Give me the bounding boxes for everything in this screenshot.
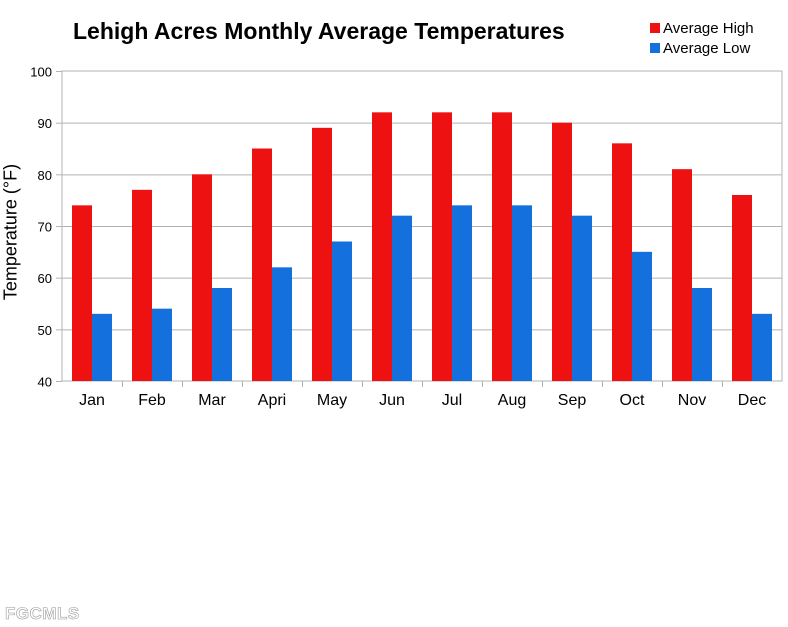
x-tick-label: Oct: [620, 392, 645, 409]
y-tick-label: 100: [30, 65, 52, 80]
bar-high: [432, 112, 452, 381]
bar-high: [72, 205, 92, 381]
legend-label-high: Average High: [663, 19, 754, 37]
bar-low: [92, 313, 112, 381]
bar-low: [452, 205, 472, 381]
bar-low: [572, 215, 592, 381]
legend-label-low: Average Low: [663, 39, 751, 57]
bar-high: [552, 122, 572, 382]
legend: Average High Average Low: [650, 18, 754, 58]
bar-high: [132, 189, 152, 381]
x-tick-label: Mar: [198, 392, 226, 409]
bar-low: [752, 313, 772, 381]
bar-low: [332, 241, 352, 381]
bar-low: [632, 251, 652, 381]
x-tick-label: Jul: [442, 392, 462, 409]
y-tick-label: 60: [38, 271, 52, 286]
x-tick-label: Feb: [138, 392, 166, 409]
y-tick-label: 40: [38, 375, 52, 390]
bar-high: [252, 148, 272, 381]
y-tick-label: 70: [38, 220, 52, 235]
y-tick-label: 50: [38, 323, 52, 338]
x-tick-label: Nov: [678, 392, 706, 409]
x-tick-label: Sep: [558, 392, 587, 409]
legend-item-high: Average High: [650, 18, 754, 38]
y-tick-label: 90: [38, 116, 52, 131]
bar-high: [372, 112, 392, 381]
chart-title: Lehigh Acres Monthly Average Temperature…: [73, 18, 565, 44]
bar-low: [152, 308, 172, 381]
x-tick-label: Dec: [738, 392, 766, 409]
watermark: FGCMLS: [5, 604, 80, 624]
bar-high: [192, 174, 212, 381]
legend-item-low: Average Low: [650, 38, 754, 58]
bar-high: [312, 127, 332, 381]
x-tick-label: Jun: [379, 392, 405, 409]
x-tick-label: May: [317, 392, 347, 409]
bar-high: [732, 195, 752, 381]
bar-low: [212, 288, 232, 381]
bar-low: [512, 205, 532, 381]
bar-low: [392, 215, 412, 381]
legend-swatch-low: [650, 43, 660, 53]
x-tick-label: Apri: [258, 392, 286, 409]
bar-high: [492, 112, 512, 381]
x-tick-label: Jan: [79, 392, 105, 409]
x-tick-label: Aug: [498, 392, 526, 409]
bar-high: [612, 143, 632, 381]
bar-high: [672, 169, 692, 381]
bar-low: [692, 288, 712, 381]
legend-swatch-high: [650, 23, 660, 33]
bar-low: [272, 267, 292, 381]
y-tick-label: 80: [38, 168, 52, 183]
